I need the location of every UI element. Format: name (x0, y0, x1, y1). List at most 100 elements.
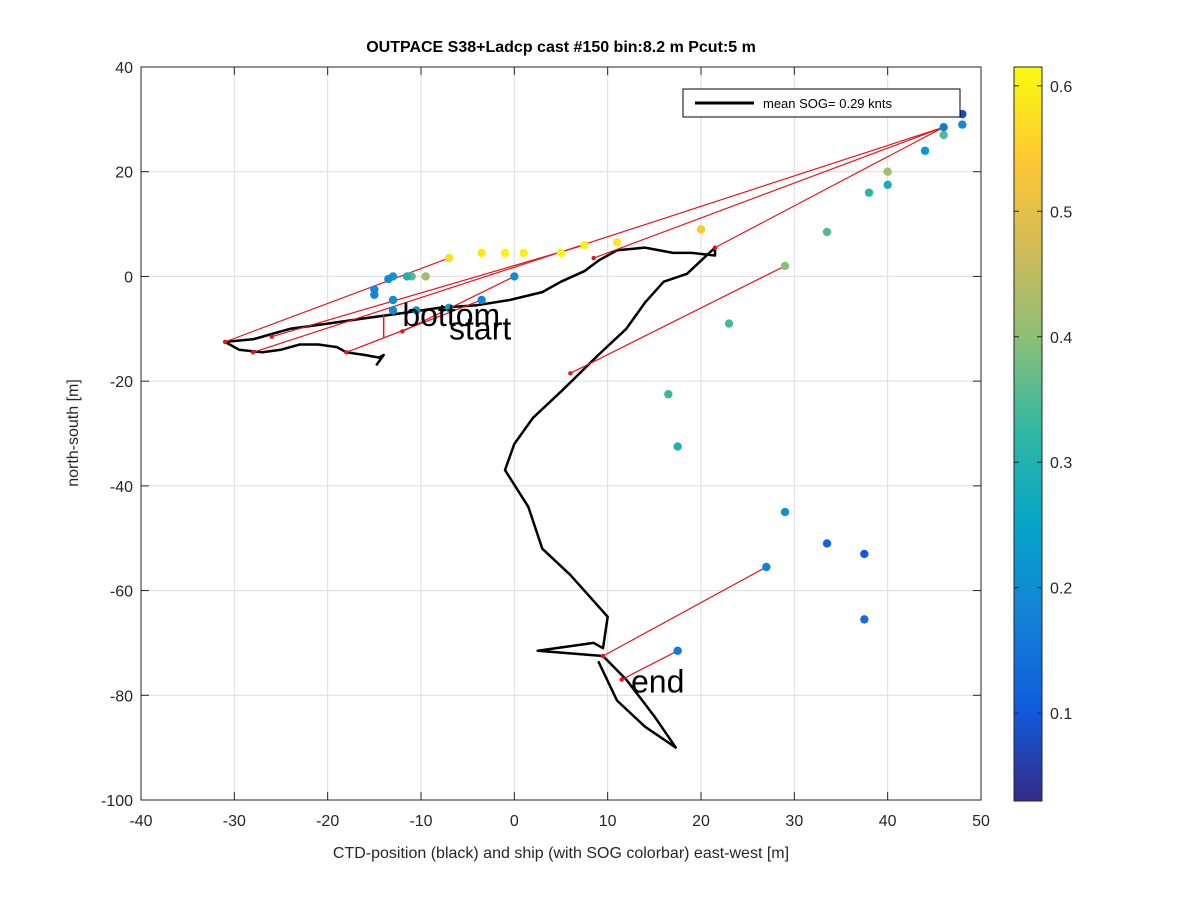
ship-sog-point (958, 120, 967, 129)
segment-end-marker (568, 371, 573, 376)
segment-end-marker (712, 245, 718, 250)
ship-sog-point (920, 146, 930, 155)
annotation-start: start (449, 310, 511, 346)
annotation-end: end (631, 664, 684, 700)
ship-sog-point (864, 188, 874, 197)
ship-segment (602, 566, 767, 657)
y-ticks: -100 -80 -60 -40 -20 0 20 40 (101, 60, 981, 810)
grid (141, 67, 981, 800)
y-tick-label: -20 (110, 374, 133, 391)
colorbar-tick-label: 0.6 (1050, 79, 1072, 96)
ship-segment (621, 650, 678, 681)
ship-sog-point (860, 549, 869, 559)
ship-sog-point (412, 306, 421, 315)
legend: mean SOG= 0.29 knts (682, 88, 961, 118)
ship-segments (222, 124, 947, 682)
colorbar-tick-label: 0.5 (1050, 204, 1072, 221)
segment-end-marker (269, 334, 274, 339)
x-tick-label: 20 (692, 813, 710, 830)
ship-sog-point (370, 290, 379, 299)
ship-sog-point (939, 130, 948, 140)
ship-sog-point (673, 442, 682, 451)
segment-end-marker (344, 350, 349, 355)
ship-segment (593, 126, 944, 259)
y-axis-label: north-south [m] (65, 379, 82, 487)
segment-end-marker (591, 255, 596, 261)
ship-sog-point (444, 253, 454, 263)
x-tick-label: -30 (223, 813, 246, 830)
ship-segment (570, 265, 786, 374)
ship-sog-point (780, 261, 790, 271)
ship-segment (224, 257, 450, 343)
legend-entry: mean SOG= 0.29 knts (763, 96, 892, 111)
x-tick-label: 10 (599, 813, 617, 830)
ship-sog-point (384, 274, 393, 284)
x-ticks: -40 -30 -20 -10 0 10 20 30 40 50 (129, 67, 990, 830)
ship-sog-point (477, 248, 486, 258)
segment-end-marker (222, 339, 228, 345)
ship-sog-point (510, 272, 519, 281)
ship-sog-point (939, 123, 948, 132)
ship-sog-point (883, 167, 892, 176)
segment-end-marker (619, 677, 624, 682)
y-tick-label: 40 (115, 60, 133, 77)
ship-segment (402, 275, 515, 332)
ship-sog-point (519, 248, 528, 258)
ship-points (370, 109, 967, 655)
ship-sog-point (724, 319, 734, 328)
ctd-track-line (503, 246, 717, 749)
ship-sog-point (860, 615, 869, 624)
x-tick-label: 50 (972, 813, 990, 830)
y-tick-label: -60 (110, 584, 133, 601)
ship-sog-point (664, 390, 673, 399)
colorbar-ticks: 0.1 0.2 0.3 0.4 0.5 0.6 (1014, 79, 1072, 723)
chart-title: OUTPACE S38+Ladcp cast #150 bin:8.2 m Pc… (366, 39, 756, 56)
plot-layer (222, 109, 967, 749)
x-tick-label: -40 (129, 813, 152, 830)
ship-sog-point (612, 238, 622, 247)
ship-segment (714, 126, 944, 249)
axes-box (140, 66, 982, 801)
x-axis-label: CTD-position (black) and ship (with SOG … (333, 845, 789, 862)
colorbar-tick-label: 0.1 (1050, 706, 1072, 723)
segment-end-marker (600, 653, 606, 659)
plot-area (141, 67, 981, 800)
ship-sog-point (780, 507, 790, 517)
y-tick-label: -80 (110, 688, 133, 705)
ship-sog-point (388, 295, 398, 305)
colorbar-tick-label: 0.4 (1050, 330, 1072, 347)
segment-end-marker (250, 350, 256, 355)
ship-sog-point (402, 272, 412, 281)
ship-sog-point (500, 248, 510, 258)
ship-sog-point (421, 272, 430, 281)
ship-sog-point (477, 295, 486, 305)
ship-segment (252, 126, 944, 353)
y-tick-label: 0 (124, 269, 133, 286)
ship-sog-point (822, 539, 832, 548)
ship-sog-point (883, 180, 892, 190)
ship-sog-point (580, 240, 589, 250)
x-tick-label: -20 (316, 813, 339, 830)
annotation-bottom: bottom (402, 297, 500, 333)
x-tick-label: 40 (879, 813, 897, 830)
colorbar-tick-label: 0.2 (1050, 581, 1072, 598)
colorbar-tick-label: 0.3 (1050, 455, 1072, 472)
colorbar-gradient (1013, 66, 1043, 802)
colorbar: 0.1 0.2 0.3 0.4 0.5 0.6 (1013, 66, 1072, 802)
x-tick-label: 0 (510, 813, 519, 830)
y-tick-label: -100 (101, 793, 133, 810)
ctd-track-line (223, 298, 510, 367)
y-tick-label: -40 (110, 479, 133, 496)
x-tick-label: 30 (785, 813, 803, 830)
ship-sog-point (388, 306, 398, 315)
segment-end-marker (400, 329, 405, 334)
x-tick-label: -10 (409, 813, 432, 830)
ship-segment (271, 244, 585, 338)
ship-sog-point (822, 227, 832, 237)
ship-sog-point (673, 646, 682, 655)
ship-sog-point (696, 225, 706, 234)
y-tick-label: 20 (115, 165, 133, 182)
ship-sog-point (444, 303, 454, 313)
